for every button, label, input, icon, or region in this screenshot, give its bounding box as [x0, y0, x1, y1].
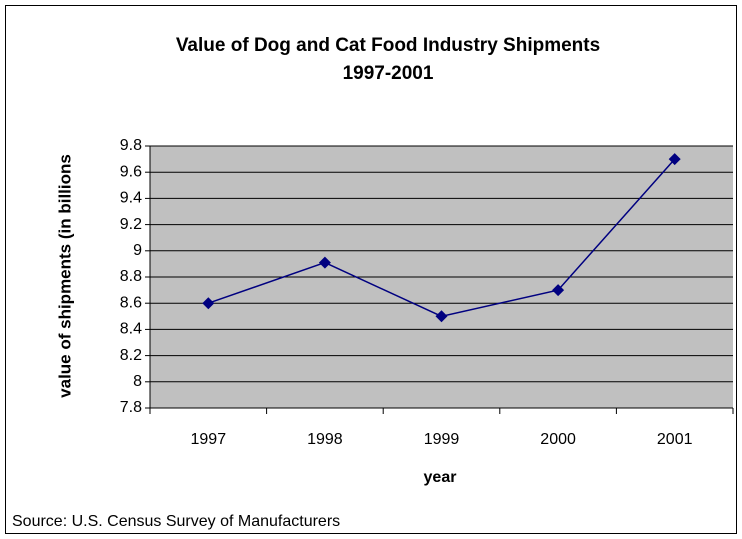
- y-tick-label: 9.8: [120, 137, 142, 154]
- data-marker: [318, 256, 331, 269]
- y-tick-label: 8: [133, 373, 142, 390]
- data-marker: [552, 284, 565, 297]
- x-axis-label: year: [424, 469, 457, 486]
- y-tick-label: 8.4: [120, 321, 142, 338]
- y-tick-label: 7.8: [120, 399, 142, 416]
- y-axis-label: value of shipments (in billions: [55, 154, 74, 398]
- x-tick-label: 1997: [191, 431, 227, 448]
- y-tick-label: 8.8: [120, 268, 142, 285]
- x-tick-label: 2001: [657, 431, 693, 448]
- y-tick-label: 8.6: [120, 294, 142, 311]
- chart-subtitle: 1997-2001: [343, 63, 434, 84]
- y-tick-label: 9.4: [120, 190, 142, 207]
- data-marker: [202, 297, 215, 310]
- source-note: Source: U.S. Census Survey of Manufactur…: [12, 513, 340, 530]
- chart-title: Value of Dog and Cat Food Industry Shipm…: [176, 35, 600, 56]
- y-tick-label: 9: [133, 242, 142, 259]
- y-tick-label: 8.2: [120, 347, 142, 364]
- data-marker: [435, 310, 448, 323]
- y-tick-label: 9.6: [120, 163, 142, 180]
- y-tick-label: 9.2: [120, 216, 142, 233]
- data-marker: [668, 153, 681, 166]
- x-tick-label: 1999: [424, 431, 460, 448]
- x-tick-label: 1998: [307, 431, 343, 448]
- x-tick-label: 2000: [540, 431, 576, 448]
